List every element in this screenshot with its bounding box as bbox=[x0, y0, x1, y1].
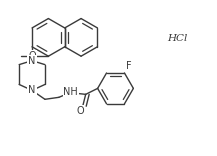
Text: N: N bbox=[28, 56, 36, 66]
Text: O: O bbox=[77, 106, 85, 116]
Text: F: F bbox=[127, 61, 132, 71]
Text: N: N bbox=[28, 85, 36, 95]
Text: NH: NH bbox=[63, 87, 78, 97]
Text: O: O bbox=[29, 51, 36, 61]
Text: HCl: HCl bbox=[167, 34, 188, 43]
